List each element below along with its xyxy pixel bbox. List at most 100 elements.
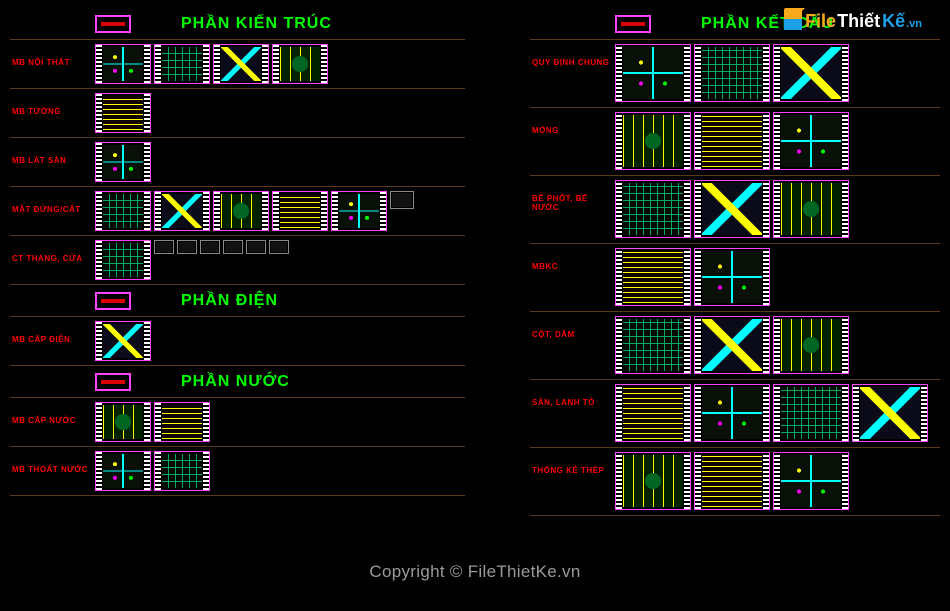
drawing-thumbnail[interactable] bbox=[694, 112, 770, 170]
drawing-thumbnail[interactable] bbox=[694, 316, 770, 374]
drawing-row: MB TƯỜNG bbox=[10, 89, 465, 138]
drawing-thumbnail[interactable] bbox=[95, 321, 151, 361]
drawing-row: MẶT ĐỨNG/CẮT bbox=[10, 187, 465, 236]
drawing-thumbnail[interactable] bbox=[615, 44, 691, 102]
drawing-thumbnail[interactable] bbox=[95, 142, 151, 182]
thumbnail-content bbox=[702, 251, 762, 303]
row-thumbnails bbox=[615, 316, 940, 374]
drawing-thumbnail[interactable] bbox=[269, 240, 289, 254]
row-thumbnails bbox=[95, 451, 465, 491]
section-header: PHẦN ĐIỆN bbox=[10, 285, 465, 317]
thumbnail-content bbox=[702, 115, 762, 167]
drawing-thumbnail[interactable] bbox=[331, 191, 387, 231]
drawing-thumbnail[interactable] bbox=[154, 44, 210, 84]
thumbnail-content bbox=[702, 319, 762, 371]
drawing-thumbnail[interactable] bbox=[154, 451, 210, 491]
thumbnail-content bbox=[339, 194, 379, 228]
drawing-thumbnail[interactable] bbox=[852, 384, 928, 442]
drawing-thumbnail[interactable] bbox=[213, 191, 269, 231]
thumbnail-content bbox=[781, 319, 841, 371]
drawing-row: MB CẤP ĐIỆN bbox=[10, 317, 465, 366]
thumbnail-content bbox=[225, 242, 241, 252]
drawing-row: MB NỘI THẤT bbox=[10, 40, 465, 89]
drawing-thumbnail[interactable] bbox=[154, 191, 210, 231]
row-label: MB NỘI THẤT bbox=[10, 44, 95, 67]
drawing-thumbnail[interactable] bbox=[615, 452, 691, 510]
drawing-thumbnail[interactable] bbox=[694, 180, 770, 238]
drawing-thumbnail[interactable] bbox=[615, 180, 691, 238]
logo-icon bbox=[784, 8, 802, 30]
drawing-thumbnail[interactable] bbox=[694, 44, 770, 102]
drawing-thumbnail[interactable] bbox=[177, 240, 197, 254]
row-label: MBKC bbox=[530, 248, 615, 271]
row-thumbnails bbox=[95, 191, 465, 231]
drawing-thumbnail[interactable] bbox=[694, 452, 770, 510]
section-header: PHẦN NƯỚC bbox=[10, 366, 465, 398]
drawing-row: BỂ PHỐT, BỂ NƯỚC bbox=[530, 176, 940, 244]
drawing-row: MB LÁT SÀN bbox=[10, 138, 465, 187]
logo-part-ke: Kế bbox=[882, 11, 905, 32]
drawing-thumbnail[interactable] bbox=[213, 44, 269, 84]
drawing-thumbnail[interactable] bbox=[154, 240, 174, 254]
thumbnail-content bbox=[103, 405, 143, 439]
thumbnail-content bbox=[623, 319, 683, 371]
site-logo: File Thiết Kế .vn bbox=[784, 5, 922, 32]
drawing-thumbnail[interactable] bbox=[615, 248, 691, 306]
row-label: MẶT ĐỨNG/CẮT bbox=[10, 191, 95, 214]
drawing-thumbnail[interactable] bbox=[615, 384, 691, 442]
drawing-thumbnail[interactable] bbox=[773, 180, 849, 238]
row-label: BỂ PHỐT, BỂ NƯỚC bbox=[530, 180, 615, 212]
drawing-thumbnail[interactable] bbox=[773, 316, 849, 374]
drawing-thumbnail[interactable] bbox=[95, 402, 151, 442]
drawing-thumbnail[interactable] bbox=[95, 451, 151, 491]
drawing-thumbnail[interactable] bbox=[390, 191, 414, 209]
drawing-row: THỐNG KÊ THÉP bbox=[530, 448, 940, 516]
drawing-thumbnail[interactable] bbox=[95, 93, 151, 133]
row-thumbnails bbox=[95, 142, 465, 182]
drawing-thumbnail[interactable] bbox=[95, 44, 151, 84]
thumbnail-content bbox=[162, 405, 202, 439]
drawing-thumbnail[interactable] bbox=[694, 248, 770, 306]
drawing-row: CỘT, DẦM bbox=[530, 312, 940, 380]
thumbnail-content bbox=[781, 115, 841, 167]
drawing-thumbnail[interactable] bbox=[95, 240, 151, 280]
thumbnail-content bbox=[392, 193, 412, 207]
left-column: PHẦN KIẾN TRÚC MB NỘI THẤT MB TƯỜNGMB LÁT … bbox=[10, 8, 465, 496]
section-title: PHẦN ĐIỆN bbox=[181, 292, 278, 310]
thumbnail-content bbox=[623, 183, 683, 235]
thumbnail-content bbox=[781, 455, 841, 507]
thumbnail-content bbox=[781, 183, 841, 235]
drawing-thumbnail[interactable] bbox=[200, 240, 220, 254]
drawing-row: SÀN, LANH TÔ bbox=[530, 380, 940, 448]
drawing-thumbnail[interactable] bbox=[272, 44, 328, 84]
row-label: THỐNG KÊ THÉP bbox=[530, 452, 615, 475]
thumbnail-content bbox=[221, 47, 261, 81]
drawing-thumbnail[interactable] bbox=[694, 384, 770, 442]
drawing-thumbnail[interactable] bbox=[773, 452, 849, 510]
drawing-thumbnail[interactable] bbox=[154, 402, 210, 442]
drawing-thumbnail[interactable] bbox=[773, 112, 849, 170]
drawing-row: MB THOÁT NƯỚC bbox=[10, 447, 465, 496]
row-thumbnails bbox=[615, 452, 940, 510]
drawing-row: CT THANG, CỬA bbox=[10, 236, 465, 285]
drawing-thumbnail[interactable] bbox=[773, 44, 849, 102]
thumbnail-content bbox=[280, 47, 320, 81]
thumbnail-content bbox=[271, 242, 287, 252]
drawing-thumbnail[interactable] bbox=[95, 191, 151, 231]
drawing-thumbnail[interactable] bbox=[272, 191, 328, 231]
thumbnail-content bbox=[202, 242, 218, 252]
drawing-thumbnail[interactable] bbox=[615, 112, 691, 170]
section-title: PHẦN NƯỚC bbox=[181, 373, 290, 391]
drawing-row: MBKC bbox=[530, 244, 940, 312]
thumbnail-content bbox=[781, 387, 841, 439]
drawing-thumbnail[interactable] bbox=[615, 316, 691, 374]
drawing-row: MB CẤP NƯỚC bbox=[10, 398, 465, 447]
drawing-thumbnail[interactable] bbox=[773, 384, 849, 442]
section-header: PHẦN KIẾN TRÚC bbox=[10, 8, 465, 40]
section-header-icon bbox=[95, 15, 131, 33]
thumbnail-content bbox=[623, 251, 683, 303]
drawing-thumbnail[interactable] bbox=[246, 240, 266, 254]
drawing-thumbnail[interactable] bbox=[223, 240, 243, 254]
section-header-icon bbox=[95, 373, 131, 391]
watermark-text: Copyright © FileThietKe.vn bbox=[0, 562, 950, 582]
